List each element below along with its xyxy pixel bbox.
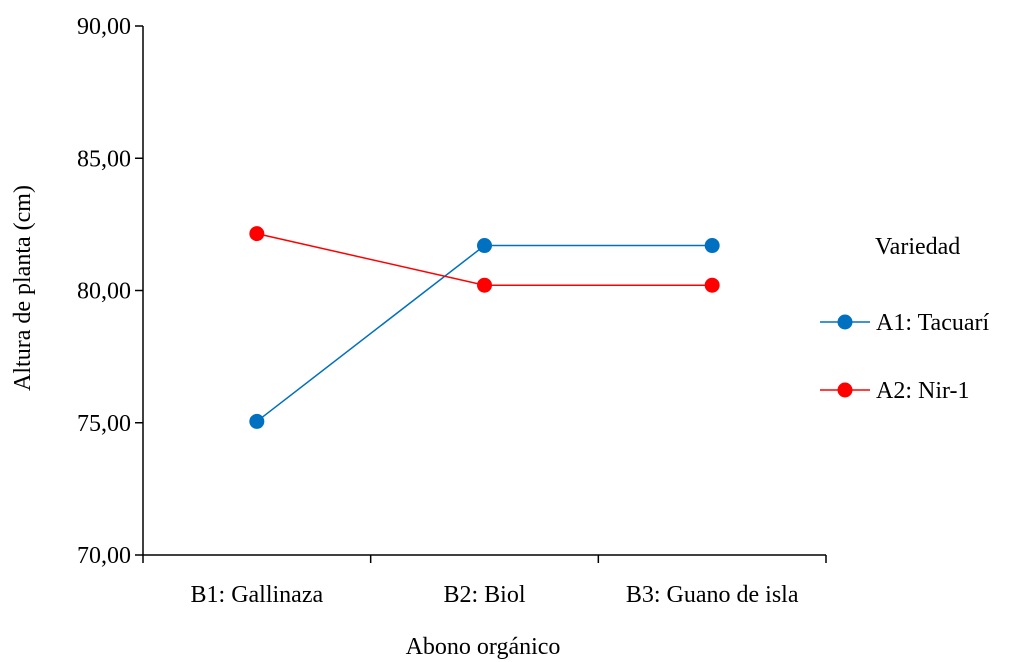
data-point (249, 413, 265, 429)
legend-swatch-marker (837, 382, 853, 398)
data-point (704, 238, 720, 254)
data-point (704, 277, 720, 293)
y-tick-label: 80,00 (77, 279, 131, 305)
x-tick-label: B2: Biol (443, 582, 525, 608)
y-axis-ticks: 70,00 75,00 80,00 85,00 90,00 (77, 14, 143, 569)
data-point (477, 238, 492, 254)
y-tick-label: 70,00 (77, 543, 131, 569)
x-axis-ticks: B1: Gallinaza B2: Biol B3: Guano de isla (142, 555, 827, 608)
series-2 (249, 226, 720, 293)
y-tick-label: 85,00 (77, 146, 131, 172)
data-point (249, 226, 265, 242)
x-axis-title: Abono orgánico (406, 634, 561, 660)
x-tick-label: B3: Guano de isla (626, 582, 799, 608)
x-tick-label: B1: Gallinaza (191, 582, 324, 608)
series-1 (249, 238, 720, 429)
y-tick-label: 75,00 (77, 411, 131, 437)
legend-item: A1: Tacuarí (820, 310, 990, 336)
legend-title: Variedad (875, 234, 960, 260)
data-point (477, 277, 492, 293)
series-line (256, 244, 713, 423)
legend-item: A2: Nir-1 (820, 378, 970, 404)
legend-swatch-marker (837, 314, 853, 330)
legend-items: A1: Tacuarí A2: Nir-1 (820, 310, 990, 404)
y-tick-label: 90,00 (77, 14, 131, 40)
y-axis-title: Altura de planta (cm) (10, 185, 36, 391)
legend: Variedad A1: Tacuarí A2: Nir-1 (820, 234, 990, 404)
series-layer (249, 226, 720, 429)
legend-label: A2: Nir-1 (876, 378, 970, 404)
legend-label: A1: Tacuarí (876, 310, 990, 336)
